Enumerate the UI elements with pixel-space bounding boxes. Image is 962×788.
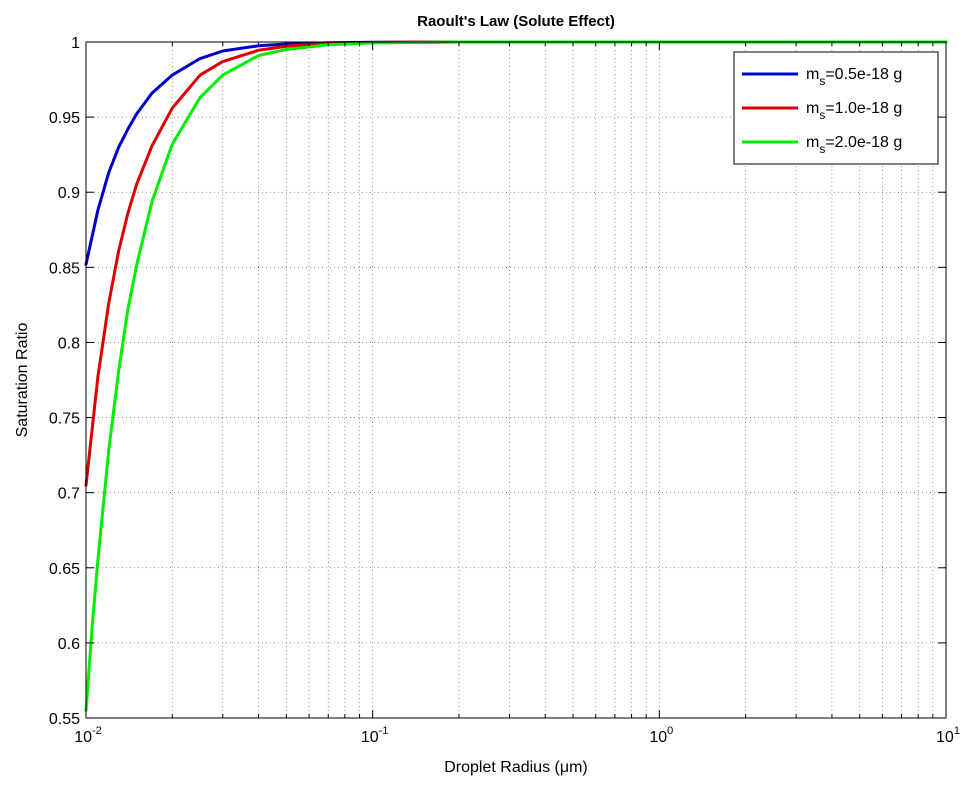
legend-label-1: ms=0.5e-18 g xyxy=(806,66,902,88)
y-tick-label: 0.65 xyxy=(49,561,80,578)
legend-label-2: ms=1.0e-18 g xyxy=(806,100,902,122)
y-tick-label: 0.95 xyxy=(49,110,80,127)
y-axis-label: Saturation Ratio xyxy=(14,323,31,438)
labels: 0.55 0.6 0.65 0.7 0.75 0.8 0.85 0.9 0.95 1 10-2 10-… xyxy=(49,35,960,746)
legend-label-3: ms=2.0e-18 g xyxy=(806,134,902,156)
y-tick-label: 0.85 xyxy=(49,260,80,277)
axes-box xyxy=(85,41,947,719)
y-tick-label: 1 xyxy=(71,35,80,52)
series-line-3 xyxy=(84,40,948,712)
ticks xyxy=(85,41,946,719)
y-tick-label: 0.8 xyxy=(58,335,80,352)
x-tick-label: 10-1 xyxy=(361,725,389,746)
y-tick-label: 0.75 xyxy=(49,411,80,428)
x-tick-label: 100 xyxy=(649,725,673,746)
legend: ms=0.5e-18 g ms=1.0e-18 g ms=2.0e-18 g xyxy=(733,51,939,165)
x-tick-label: 101 xyxy=(936,725,960,746)
x-axis-label: Droplet Radius (μm) xyxy=(444,759,587,776)
y-tick-label: 0.55 xyxy=(49,711,80,728)
y-tick-label: 0.6 xyxy=(58,636,80,653)
y-tick-label: 0.7 xyxy=(58,486,80,503)
y-tick-label: 0.9 xyxy=(58,185,80,202)
legend-box xyxy=(733,51,939,165)
chart-title: Raoult's Law (Solute Effect) xyxy=(417,13,615,30)
x-tick-label: 10-2 xyxy=(74,725,102,746)
